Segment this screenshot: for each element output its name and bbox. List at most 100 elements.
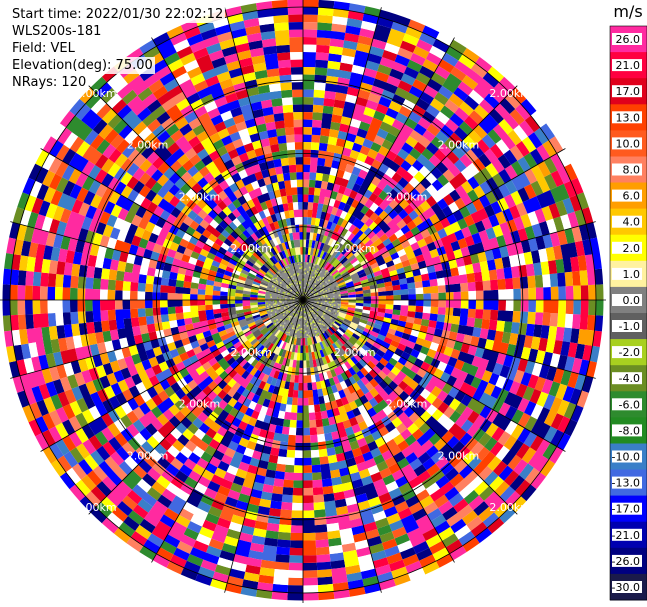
ray-line xyxy=(10,299,304,379)
range-ring-label: 2.00km xyxy=(230,346,272,359)
colorbar-tick-label: -26.0 xyxy=(612,555,640,568)
range-ring-label: 2.00km xyxy=(489,501,531,514)
colorbar-tick-label: -6.0 xyxy=(619,398,640,411)
range-ring xyxy=(156,153,450,447)
range-ring-label: 2.00km xyxy=(179,398,221,411)
velocity-color-group xyxy=(4,0,596,601)
ray-line xyxy=(151,37,304,301)
ray-line xyxy=(302,299,518,515)
range-ring-label: 2.00km xyxy=(75,501,117,514)
colorbar-tick-bg xyxy=(612,267,642,280)
center-noise-dots xyxy=(266,262,341,339)
range-ring xyxy=(82,79,524,521)
colorbar-tick-bg xyxy=(612,85,642,98)
range-ring-label: 2.00km xyxy=(334,242,376,255)
start-time-text: Start time: 2022/01/30 22:02:12 xyxy=(12,6,226,23)
ray-line xyxy=(40,299,304,452)
center-noise-dots xyxy=(266,264,341,339)
colorbar-tick-bg xyxy=(612,163,642,176)
range-ring-label: 2.00km xyxy=(179,190,221,203)
colorbar-tick-bg xyxy=(612,241,642,254)
colorbar-tick-label: -4.0 xyxy=(619,372,640,385)
colorbar-tick-label: 10.0 xyxy=(616,137,641,150)
colorbar-tick-label: -17.0 xyxy=(612,503,640,516)
colorbar-tick-bg xyxy=(612,294,642,306)
colorbar-ticks: 26.0 21.0 17.0 13.0 10.0 8.0 6.0 4.0 2.0 1.0 0.0 -1… xyxy=(612,33,642,594)
field-text: Field: VEL xyxy=(12,40,77,57)
colorbar-tick-label: -1.0 xyxy=(619,320,640,333)
colorbar-tick-bg xyxy=(612,137,642,150)
colorbar-tick-label: 1.0 xyxy=(623,268,641,281)
ray-line xyxy=(88,85,304,301)
ray-line xyxy=(302,85,518,301)
colorbar-tick-bg xyxy=(612,581,642,593)
range-ring xyxy=(229,226,377,374)
range-ring-label: 2.00km xyxy=(334,346,376,359)
instrument-text: WLS200s-181 xyxy=(12,23,104,40)
colorbar-tick-bg xyxy=(612,189,642,202)
range-ring-label: 2.00km xyxy=(438,139,480,152)
colorbar-tick-label: -30.0 xyxy=(612,581,640,594)
center-noise-dots xyxy=(266,263,341,339)
range-ring-label: 2.00km xyxy=(489,87,531,100)
colorbar-tick-label: 26.0 xyxy=(616,33,641,46)
colorbar-tick-label: 8.0 xyxy=(623,164,641,177)
colorbar-tick-label: -2.0 xyxy=(619,346,640,359)
ray-line xyxy=(224,299,304,593)
colorbar-tick-bg xyxy=(612,111,642,124)
ray-line xyxy=(302,221,596,301)
range-ring-label: 2.00km xyxy=(127,139,169,152)
colorbar-tick-label: 0.0 xyxy=(623,294,641,307)
ray-line xyxy=(40,148,304,301)
colorbar-tick-bg xyxy=(612,398,642,411)
colorbar-tick-bg xyxy=(612,346,642,359)
nrays-text: NRays: 120 xyxy=(12,74,89,91)
colorbar-tick-label: 6.0 xyxy=(623,190,641,203)
colorbar-tick-bg xyxy=(612,215,642,228)
ray-line xyxy=(302,299,382,593)
ray-line xyxy=(302,299,566,452)
range-ring xyxy=(9,6,597,594)
colorbar-tick-bg xyxy=(612,320,642,332)
colorbar-tick-label: 4.0 xyxy=(623,216,641,229)
elevation-text: Elevation(deg): 75.00 xyxy=(12,57,155,74)
ray-line xyxy=(151,299,304,563)
range-ring-label: 2.00km xyxy=(386,398,428,411)
colorbar-tick-label: 17.0 xyxy=(616,85,641,98)
colorbar-tick-label: -21.0 xyxy=(612,529,640,542)
range-ring-label: 2.00km xyxy=(386,190,428,203)
range-ring-label: 2.00km xyxy=(127,449,169,462)
ray-line xyxy=(88,299,304,515)
colorbar-tick-label: 21.0 xyxy=(616,59,641,72)
colorbar-tick-bg xyxy=(612,372,642,385)
range-rings xyxy=(9,6,597,594)
velocity-color-group xyxy=(32,10,600,597)
colorbar-frame xyxy=(609,25,647,601)
colorbar-tick-bg xyxy=(612,554,642,567)
colorbar-tick-label: -13.0 xyxy=(612,477,640,490)
colorbar-tick-bg xyxy=(612,476,642,489)
velocity-color-group xyxy=(2,1,602,594)
velocity-color-group xyxy=(227,235,369,371)
colorbar-unit-label: m/s xyxy=(613,2,642,21)
ray-line xyxy=(302,37,455,301)
colorbar-tick-bg xyxy=(612,59,642,72)
colorbar-tick-label: -10.0 xyxy=(612,451,640,464)
colorbar-tick-bg xyxy=(612,502,642,515)
range-ring-label: 2.00km xyxy=(438,449,480,462)
ray-line xyxy=(302,148,566,301)
colorbar-tick-bg xyxy=(612,424,642,437)
ray-line xyxy=(302,7,382,301)
colorbar-tick-label: 13.0 xyxy=(616,111,641,124)
ray-line xyxy=(302,299,596,379)
ray-line xyxy=(10,221,304,301)
colorbar-tick-label: 2.0 xyxy=(623,242,641,255)
colorbar-tick-label: -8.0 xyxy=(619,424,640,437)
range-ring-labels: 2.00km 2.00km 2.00km 2.00km 2.00km 2.00km 2.00… xyxy=(75,87,531,514)
colorbar-tick-bg xyxy=(612,450,642,463)
colorbar: 26.0 21.0 17.0 13.0 10.0 8.0 6.0 4.0 2.0 1.0 0.0 -1… xyxy=(609,2,647,601)
ray-lines xyxy=(0,0,606,603)
ray-line xyxy=(224,7,304,301)
colorbar-tick-bg xyxy=(612,33,642,45)
